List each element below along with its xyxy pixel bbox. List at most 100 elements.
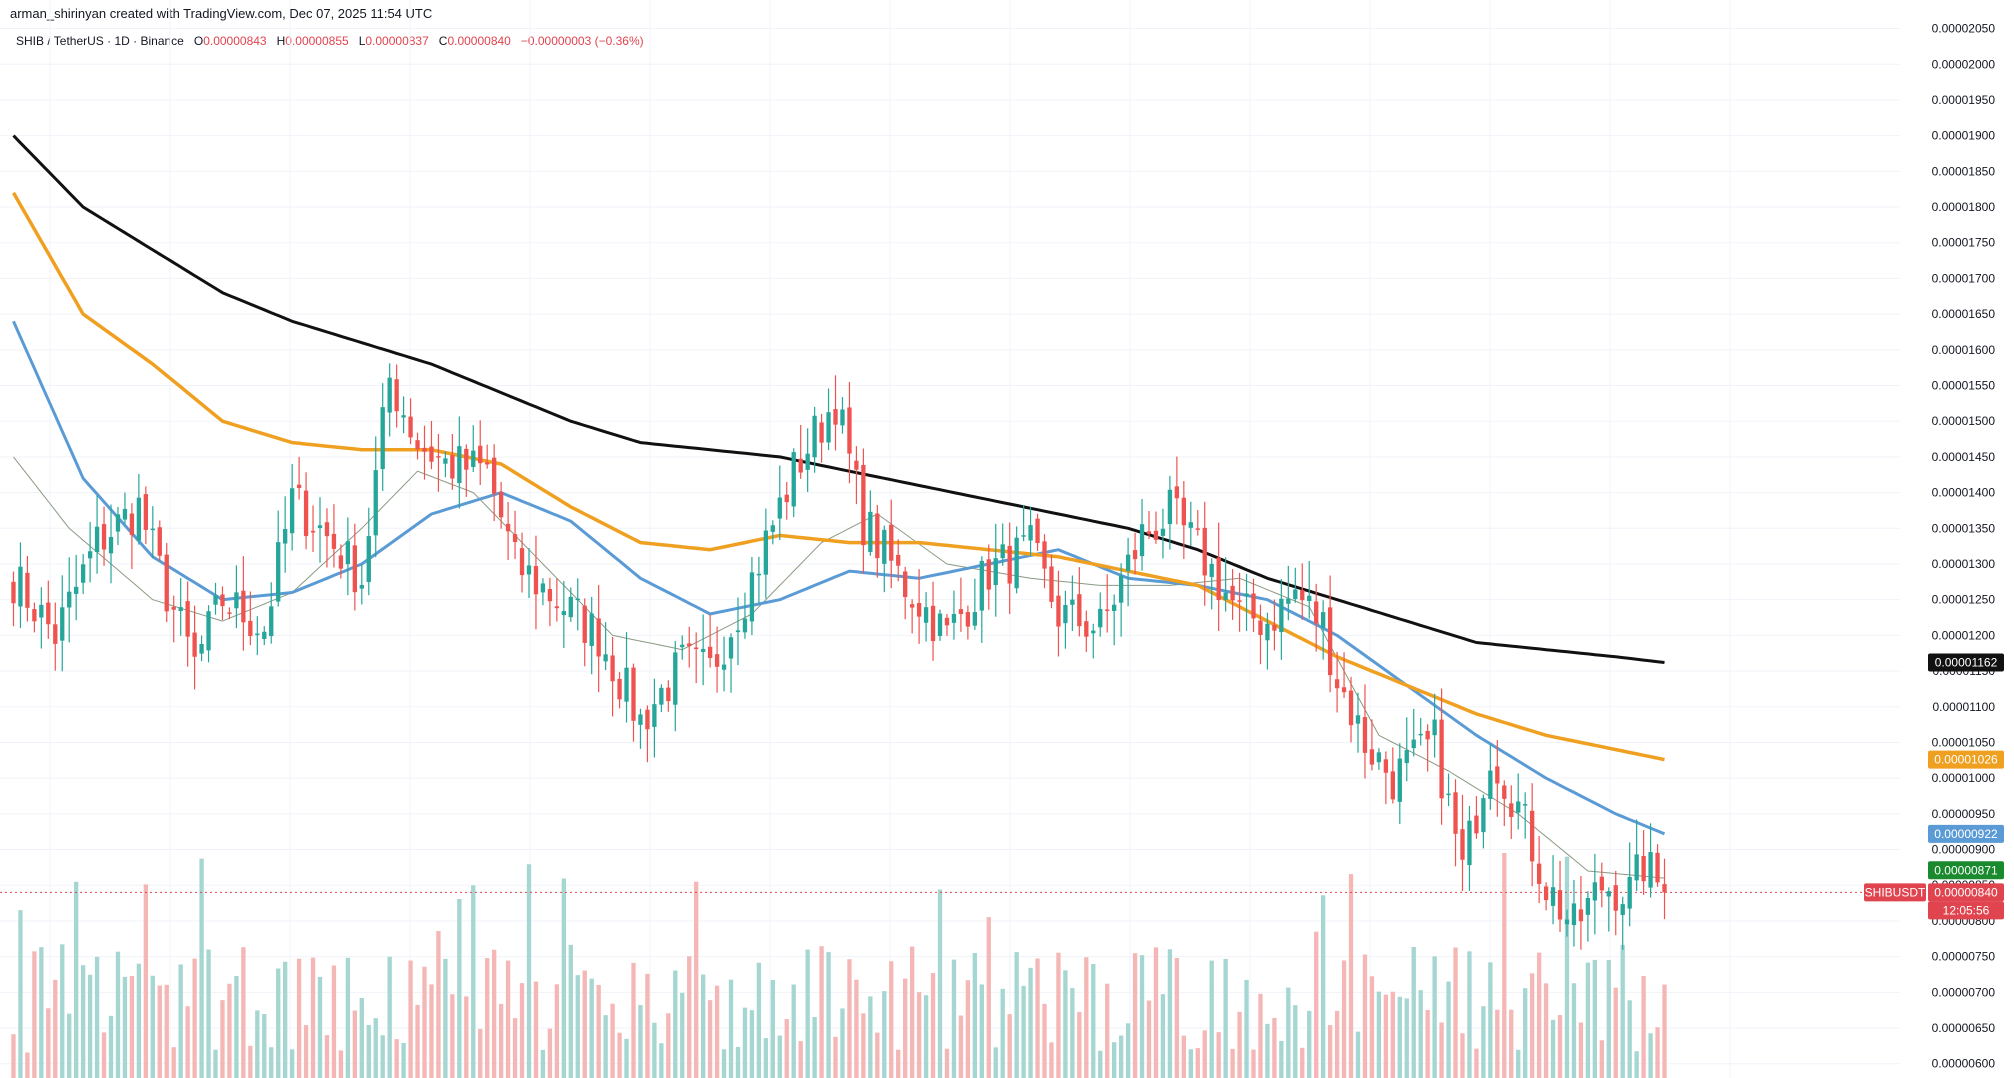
volume-bar [241,947,246,1078]
candle-body [1662,884,1667,893]
countdown-badge [1928,901,2004,920]
volume-bar [1481,1006,1486,1078]
volume-bar [296,958,302,1078]
candle-body [1209,563,1214,577]
candle-body [798,458,803,473]
y-tick-label: 0.00001250 [1932,593,1996,607]
candle-body [714,654,720,667]
volume-bar [1279,1040,1284,1078]
candle-body [721,664,727,670]
volume-bar [1550,1019,1556,1078]
volume-bar [1042,1003,1047,1078]
volume-bar [1627,1000,1632,1078]
volume-bar [1272,1017,1277,1078]
volume-bar [930,973,936,1078]
candle-body [589,613,594,646]
volume-bar [944,1048,950,1078]
moving-averages [0,134,1925,893]
candle-body [840,409,845,426]
y-tick-label: 0.00001700 [1932,271,1996,285]
candlesticks[interactable] [11,363,1667,950]
candle-body [889,524,894,561]
volume-bar [178,964,183,1078]
symbol-legend[interactable]: SHIB / TetherUS · 1D · Binance O0.000008… [16,34,644,48]
symbol-line[interactable]: SHIB / TetherUS · 1D · Binance [16,34,184,48]
candle-body [1070,599,1075,605]
volume-bar [784,1019,789,1078]
candle-body [1181,497,1186,526]
candle-body [1063,604,1068,624]
volume-bar [1000,988,1005,1078]
volume-bar [199,858,204,1078]
candle-body [1585,897,1591,915]
volume-bar [1112,1042,1117,1078]
candle-body [1139,524,1145,557]
candle-body [227,612,232,614]
candle-body [617,678,622,700]
volume-bar [450,994,455,1078]
volume-bar [1634,1051,1639,1078]
candle-body [547,588,553,602]
candle-body [1118,575,1124,603]
candle-body [847,407,852,454]
high-value: 0.00000855 [285,34,349,48]
candle-body [1599,876,1604,891]
candle-body [206,611,211,651]
volume-bar [1418,990,1423,1078]
candle-body [331,533,337,549]
candle-body [965,612,971,627]
volume-bar [213,1049,218,1078]
candle-body [136,497,142,541]
candle-body [338,555,344,569]
volume-bar [1488,962,1493,1078]
y-tick-label: 0.00000650 [1932,1021,1996,1035]
ma-orange-line [11,191,1665,762]
volume-bar [1425,1009,1430,1078]
candle-body [422,447,427,452]
volume-bar [1662,984,1667,1078]
volume-bar [1216,1032,1221,1078]
candle-body [32,609,37,622]
candle-body [680,644,685,648]
volume-bar [1509,1009,1514,1078]
volume-bar [1153,947,1159,1078]
candle-body [80,564,86,583]
volume-bar [1091,963,1096,1078]
candle-body [993,558,998,585]
volume-bar [1460,1033,1465,1078]
candle-body [1174,486,1180,499]
candle-body [87,551,93,559]
candle-body [645,709,650,730]
volume-bar [310,957,316,1078]
candle-body [575,598,580,601]
candle-body [18,566,23,607]
candle-body [986,559,991,590]
candle-body [199,644,204,654]
candle-body [366,536,371,583]
candle-body [659,687,664,705]
candle-body [1286,598,1291,604]
volume-bar [1578,1022,1584,1078]
candle-body [150,528,155,531]
candle-body [666,687,671,702]
candle-body [784,494,789,503]
candle-body [1021,535,1026,537]
volume-bar [1139,955,1145,1078]
volume-bar [394,1039,399,1078]
candle-body [1091,630,1096,634]
countdown-label: 12:05:56 [1943,903,1990,917]
candle-body [1216,557,1221,601]
y-tick-label: 0.00001300 [1932,557,1996,571]
volume-bar [1446,981,1451,1078]
candle-body [819,422,824,443]
volume-bar [721,1049,727,1078]
candle-body [631,667,636,721]
candle-body [1098,608,1103,628]
volume-bar [1181,1035,1186,1078]
y-tick-label: 0.00001850 [1932,164,1996,178]
volume-bar [903,978,908,1078]
candle-body [951,613,957,623]
volume-bar [1474,1048,1479,1078]
volume-bar [812,1017,817,1078]
